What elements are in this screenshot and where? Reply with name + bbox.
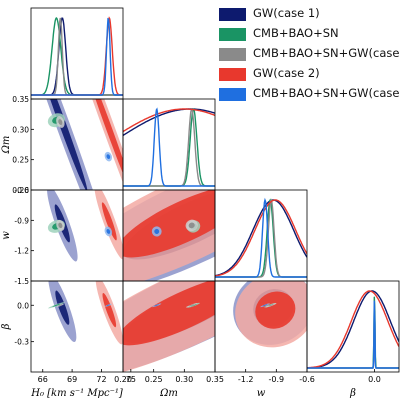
xaxis-label-beta: β (349, 388, 356, 399)
xtick-label-H0: 72 (96, 375, 106, 384)
legend-item-gw-case1: GW(case 1) (219, 5, 399, 25)
xtick-label-w: -0.9 (269, 375, 285, 384)
contour-1sigma-GW(case 2) (84, 99, 123, 190)
legend-item-combined-case1: CMB+BAO+SN+GW(case 1) (219, 45, 401, 65)
panel-w-beta (233, 281, 307, 348)
xtick-label-H0: 69 (67, 375, 77, 384)
yaxis-label-w: w (1, 231, 12, 240)
xaxis-label-H0: H₀ [km s⁻¹ Mpc⁻¹] (30, 388, 123, 399)
ytick-label-beta: 0.0 (17, 301, 29, 310)
contour-1sigma-CMB+BAO+SN+GW(case 1) (188, 222, 195, 229)
ytick-label-Om: 0.20 (12, 186, 29, 195)
xtick-label-Om: 0.35 (206, 375, 224, 384)
xtick-label-Om: 0.30 (175, 375, 193, 384)
contour-1sigma-CMB+BAO+SN+GW(case 1) (268, 304, 274, 307)
ytick-label-Om: 0.35 (12, 95, 29, 104)
yaxis-label-Om: Ωm (1, 136, 12, 155)
marginal-curve-CMB+BAO+SN+GW(case 1) (307, 300, 399, 369)
legend-swatch-cmb-bao-sn (219, 28, 246, 41)
contour-1sigma-GW(case 2) (102, 292, 117, 328)
marginal-curve-GW(case 2) (123, 108, 215, 133)
xtick-label-Om: 0.25 (145, 375, 163, 384)
contour-1sigma-CMB+BAO+SN+GW(case 1) (58, 222, 63, 229)
marginal-curve-GW(case 2) (215, 199, 307, 277)
xtick-label-Om: 0.20 (114, 375, 132, 384)
marginal-curve-CMB+BAO+SN+GW(case 2) (215, 197, 307, 278)
marginal-curve-CMB+BAO+SN+GW(case 2) (31, 17, 123, 96)
panel-frame-3-3 (306, 280, 400, 373)
ytick-label-Om: 0.30 (12, 125, 29, 134)
marginal-H0 (31, 16, 123, 96)
xtick-label-H0: 75 (126, 375, 136, 384)
marginal-curve-GW(case 1) (215, 199, 307, 277)
panel-H0-Om (31, 99, 123, 190)
legend-swatch-combined-case2 (219, 88, 246, 101)
legend-label-gw-case2: GW(case 2) (253, 66, 320, 80)
marginal-curve-GW(case 1) (307, 290, 399, 369)
contour-1sigma-CMB+BAO+SN+GW(case 1) (58, 119, 63, 125)
ytick-label-Om: 0.25 (12, 156, 29, 165)
marginal-curve-CMB+BAO+SN+GW(case 1) (123, 108, 215, 187)
ytick-label-w: -1.2 (14, 247, 29, 256)
contour-1sigma-GW(case 1) (55, 290, 70, 325)
xaxis-label-Om: Ωm (159, 388, 178, 399)
xtick-label-H0: 66 (38, 375, 48, 384)
legend-item-cmb-bao-sn: CMB+BAO+SN (219, 25, 399, 45)
xtick-label-beta: 0.0 (368, 375, 381, 384)
panel-H0-w (47, 190, 123, 262)
contour-1sigma-CMB+BAO+SN+GW(case 2) (154, 228, 160, 234)
legend-label-combined-case2: CMB+BAO+SN+GW(case 2) (253, 86, 401, 100)
contour-1sigma-CMB+BAO+SN+GW(case 2) (106, 304, 110, 306)
legend-swatch-gw-case1 (219, 8, 246, 21)
contour-1sigma-CMB+BAO+SN+GW(case 1) (58, 304, 63, 307)
legend-swatch-combined-case1 (219, 48, 246, 61)
legend-label-gw-case1: GW(case 1) (253, 6, 320, 20)
ytick-label-w: -0.6 (14, 186, 29, 195)
xtick-label-w: -0.6 (299, 375, 315, 384)
ytick-label-w: -1.5 (14, 277, 29, 286)
contour-1sigma-GW(case 2) (123, 281, 215, 346)
xaxis-label-w: w (257, 388, 266, 399)
ytick-label-beta: -0.3 (14, 338, 29, 347)
marginal-curve-GW(case 1) (123, 108, 215, 137)
legend-item-gw-case2: GW(case 2) (219, 65, 399, 85)
legend-label-combined-case1: CMB+BAO+SN+GW(case 1) (253, 46, 401, 60)
ytick-label-w: -0.9 (14, 216, 29, 225)
panel-H0-beta (48, 281, 123, 345)
contour-1sigma-CMB+BAO+SN+GW(case 2) (106, 154, 111, 159)
legend-item-combined-case2: CMB+BAO+SN+GW(case 2) (219, 85, 401, 105)
marginal-Om (123, 107, 215, 187)
legend-swatch-gw-case2 (219, 68, 246, 81)
legend: GW(case 1) CMB+BAO+SN CMB+BAO+SN+GW(case… (219, 5, 401, 105)
legend-label-cmb-bao-sn: CMB+BAO+SN (253, 26, 339, 40)
contour-1sigma-CMB+BAO+SN+GW(case 2) (106, 229, 111, 234)
marginal-curve-GW(case 2) (307, 290, 399, 369)
contour-1sigma-CMB+BAO+SN+GW(case 1) (188, 304, 195, 307)
contour-1sigma-CMB+BAO+SN (52, 303, 61, 307)
panel-frame-2-2 (214, 189, 308, 282)
yaxis-label-beta: β (1, 323, 12, 330)
marginal-curve-CMB+BAO+SN+GW(case 2) (123, 107, 215, 187)
contour-1sigma-GW(case 2) (101, 202, 117, 241)
marginal-w (215, 197, 307, 278)
contour-1sigma-GW(case 2) (255, 291, 296, 329)
marginal-curve-CMB+BAO+SN+GW(case 2) (307, 300, 399, 369)
marginal-curve-CMB+BAO+SN (123, 108, 215, 187)
contour-1sigma-CMB+BAO+SN+GW(case 2) (154, 304, 160, 307)
xtick-label-w: -1.2 (238, 375, 254, 384)
contour-1sigma-CMB+BAO+SN+GW(case 2) (262, 304, 268, 307)
contour-1sigma-GW(case 2) (123, 190, 215, 258)
marginal-beta (307, 290, 399, 369)
